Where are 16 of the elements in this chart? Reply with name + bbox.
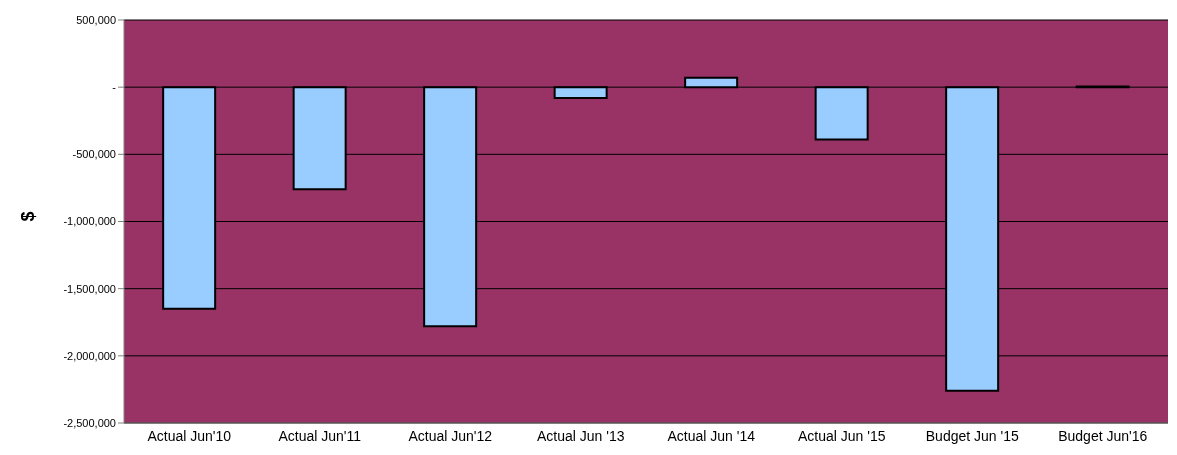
y-tick-label: -1,000,000 <box>63 215 116 228</box>
x-tick-label: Actual Jun'12 <box>408 427 493 444</box>
x-tick-label: Budget Jun'16 <box>1058 427 1148 444</box>
y-tick-label: 500,000 <box>76 13 116 26</box>
x-tick-label: Actual Jun'11 <box>278 427 362 444</box>
y-axis-title: $ <box>18 211 39 222</box>
x-tick-label: Actual Jun '14 <box>667 427 756 444</box>
x-tick-label: Actual Jun '13 <box>536 427 625 444</box>
x-tick-label: Actual Jun'10 <box>147 427 232 444</box>
x-tick-label: Budget Jun '15 <box>925 427 1019 444</box>
y-tick-label: -2,000,000 <box>63 349 116 362</box>
x-tick-label: Actual Jun '15 <box>797 427 886 444</box>
y-tick-label: - <box>112 81 117 94</box>
y-tick-label: -2,500,000 <box>63 416 116 429</box>
y-tick-label: -500,000 <box>72 148 116 161</box>
y-tick-label: -1,500,000 <box>63 282 116 295</box>
